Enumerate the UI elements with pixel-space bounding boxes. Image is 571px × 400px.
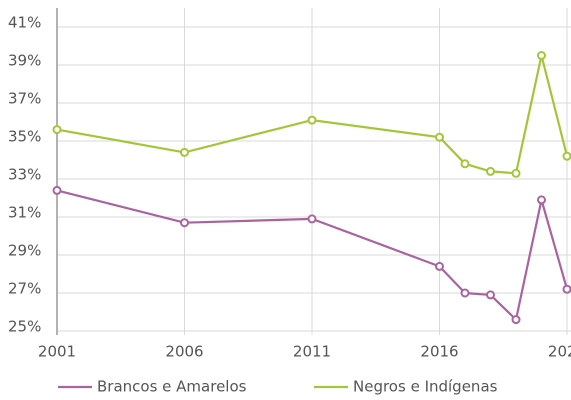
data-point bbox=[460, 159, 470, 169]
legend-label: Brancos e Amarelos bbox=[97, 378, 247, 396]
legend-label: Negros e Indígenas bbox=[353, 378, 498, 396]
y-tick-label: 41% bbox=[8, 14, 41, 32]
x-tick-label: 2006 bbox=[165, 343, 203, 361]
data-point bbox=[486, 166, 495, 176]
data-point bbox=[537, 51, 546, 60]
data-point bbox=[562, 151, 571, 161]
data-point bbox=[511, 315, 521, 325]
y-tick-label: 37% bbox=[8, 90, 41, 108]
data-point bbox=[562, 284, 571, 294]
x-tick-label: 2001 bbox=[38, 343, 76, 361]
y-tick-label: 25% bbox=[8, 318, 41, 336]
x-tick-label: 2016 bbox=[420, 343, 458, 361]
data-point bbox=[435, 132, 444, 142]
data-point bbox=[486, 290, 495, 300]
data-point bbox=[307, 115, 317, 125]
y-tick-label: 39% bbox=[8, 52, 41, 70]
data-point bbox=[52, 185, 62, 195]
data-point bbox=[460, 288, 470, 298]
y-tick-label: 27% bbox=[8, 280, 41, 298]
data-point bbox=[511, 168, 521, 178]
data-point bbox=[52, 125, 62, 135]
y-tick-label: 29% bbox=[8, 242, 41, 260]
y-tick-label: 35% bbox=[8, 128, 41, 146]
y-tick-label: 31% bbox=[8, 204, 41, 222]
x-tick-label: 2021 bbox=[548, 343, 571, 361]
y-tick-label: 33% bbox=[8, 166, 41, 184]
data-point bbox=[180, 218, 189, 228]
data-point bbox=[435, 261, 444, 271]
data-point bbox=[537, 195, 546, 205]
x-tick-label: 2011 bbox=[293, 343, 331, 361]
data-point bbox=[180, 147, 189, 157]
data-point bbox=[307, 214, 317, 224]
